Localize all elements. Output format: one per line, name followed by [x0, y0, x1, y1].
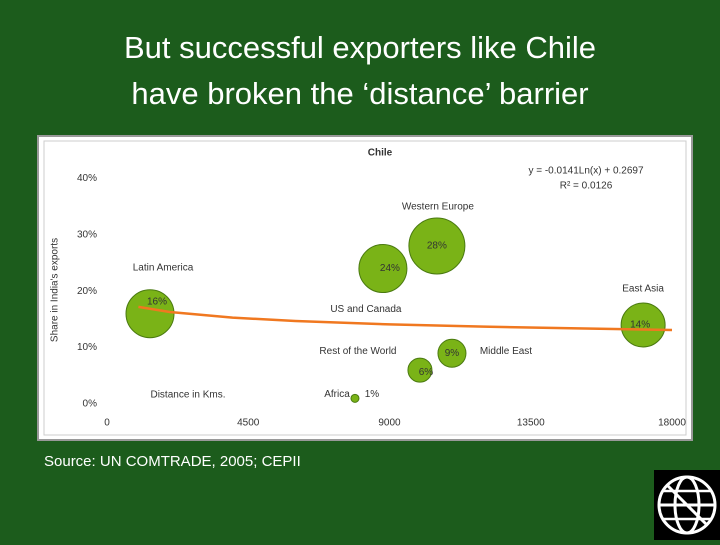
bubble: [620, 302, 666, 348]
y-tick-label: 30%: [77, 229, 97, 240]
x-tick-label: 13500: [517, 418, 545, 429]
data-label: 14%: [630, 320, 650, 331]
x-tick-label: 0: [104, 418, 110, 429]
x-tick-label: 4500: [237, 418, 260, 429]
point-name: Latin America: [133, 262, 194, 273]
point-name: Western Europe: [402, 202, 475, 213]
trendline: [138, 305, 673, 332]
y-axis-label: Share in India's exports: [50, 238, 61, 342]
data-label: 24%: [380, 263, 400, 274]
x-tick-label: 18000: [658, 418, 686, 429]
slide-title: But successful exporters like Chile: [124, 30, 596, 65]
data-label: 16%: [147, 296, 167, 307]
y-tick-label: 10%: [77, 342, 97, 353]
x-axis-label: Distance in Kms.: [150, 390, 225, 401]
data-label: 28%: [427, 241, 447, 252]
bubble: [407, 357, 433, 383]
bubble: [408, 217, 466, 275]
data-label: 1%: [365, 389, 380, 400]
data-label: 9%: [445, 348, 460, 359]
slide-title: have broken the ‘distance’ barrier: [131, 76, 588, 111]
chart-title: Chile: [368, 148, 393, 159]
point-name: US and Canada: [330, 304, 402, 315]
equation: y = -0.0141Ln(x) + 0.2697: [528, 166, 644, 177]
logo: [654, 470, 720, 540]
chart-inner-frame: [43, 140, 687, 436]
source: Source: UN COMTRADE, 2005; CEPII: [44, 453, 301, 470]
point-name: East Asia: [622, 284, 664, 295]
bubble: [358, 244, 408, 294]
y-tick-label: 40%: [77, 173, 97, 184]
bubble: [350, 393, 360, 403]
r-squared: R² = 0.0126: [560, 181, 613, 192]
point-name: Middle East: [480, 346, 532, 357]
point-name: Rest of the World: [319, 346, 396, 357]
bubble: [125, 289, 175, 339]
x-tick-label: 9000: [378, 418, 401, 429]
data-label: 6%: [419, 367, 434, 378]
point-name: Africa: [324, 389, 350, 400]
chart-frame: [37, 135, 693, 441]
y-tick-label: 20%: [77, 286, 97, 297]
y-tick-label: 0%: [83, 399, 98, 410]
bubble: [437, 338, 467, 368]
